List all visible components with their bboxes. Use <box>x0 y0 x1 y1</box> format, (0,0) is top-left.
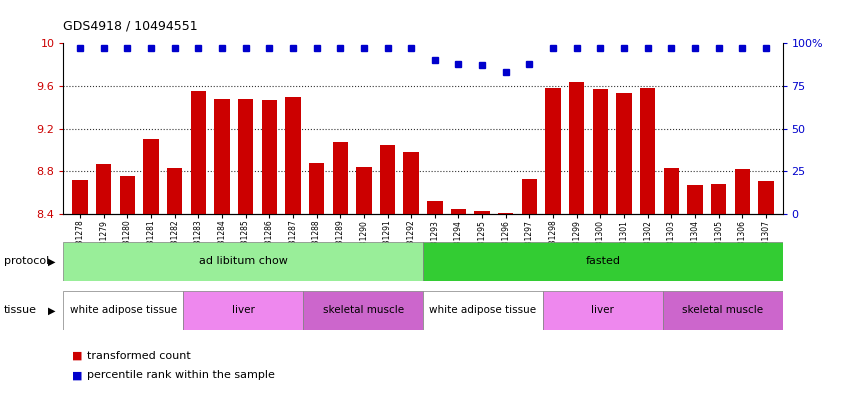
Bar <box>214 99 229 214</box>
Bar <box>640 88 656 214</box>
Text: ▶: ▶ <box>47 256 55 266</box>
Bar <box>543 291 662 330</box>
Bar <box>498 213 514 214</box>
Bar <box>332 141 348 214</box>
Bar <box>238 99 253 214</box>
Bar <box>734 169 750 214</box>
Text: transformed count: transformed count <box>87 351 191 361</box>
Text: skeletal muscle: skeletal muscle <box>682 305 763 316</box>
Text: GDS4918 / 10494551: GDS4918 / 10494551 <box>63 20 198 33</box>
Text: white adipose tissue: white adipose tissue <box>70 305 177 316</box>
Bar <box>63 291 184 330</box>
Bar <box>569 82 585 214</box>
Bar <box>663 168 679 214</box>
Text: white adipose tissue: white adipose tissue <box>430 305 536 316</box>
Bar <box>662 291 783 330</box>
Text: ■: ■ <box>72 351 82 361</box>
Text: skeletal muscle: skeletal muscle <box>322 305 404 316</box>
Bar <box>427 201 442 214</box>
Bar <box>546 88 561 214</box>
Bar <box>451 209 466 214</box>
Bar <box>423 242 783 281</box>
Bar <box>475 211 490 214</box>
Text: liver: liver <box>232 305 255 316</box>
Bar <box>423 291 543 330</box>
Bar <box>261 100 277 214</box>
Text: fasted: fasted <box>585 256 620 266</box>
Bar <box>143 140 159 214</box>
Bar <box>63 242 423 281</box>
Bar <box>184 291 303 330</box>
Bar <box>758 181 774 214</box>
Bar <box>380 145 395 214</box>
Bar <box>617 94 632 214</box>
Bar <box>167 168 183 214</box>
Bar <box>190 91 206 214</box>
Bar <box>687 185 703 214</box>
Text: liver: liver <box>591 305 614 316</box>
Text: ▶: ▶ <box>47 305 55 316</box>
Text: ad libitum chow: ad libitum chow <box>199 256 288 266</box>
Text: protocol: protocol <box>4 256 49 266</box>
Bar <box>285 97 300 214</box>
Bar <box>711 184 727 214</box>
Text: tissue: tissue <box>4 305 37 316</box>
Text: ■: ■ <box>72 370 82 380</box>
Bar <box>522 179 537 214</box>
Text: percentile rank within the sample: percentile rank within the sample <box>87 370 275 380</box>
Bar <box>72 180 88 214</box>
Bar <box>404 152 419 214</box>
Bar <box>309 163 324 214</box>
Bar <box>303 291 423 330</box>
Bar <box>119 176 135 214</box>
Bar <box>593 89 608 214</box>
Bar <box>96 164 112 214</box>
Bar <box>356 167 371 214</box>
